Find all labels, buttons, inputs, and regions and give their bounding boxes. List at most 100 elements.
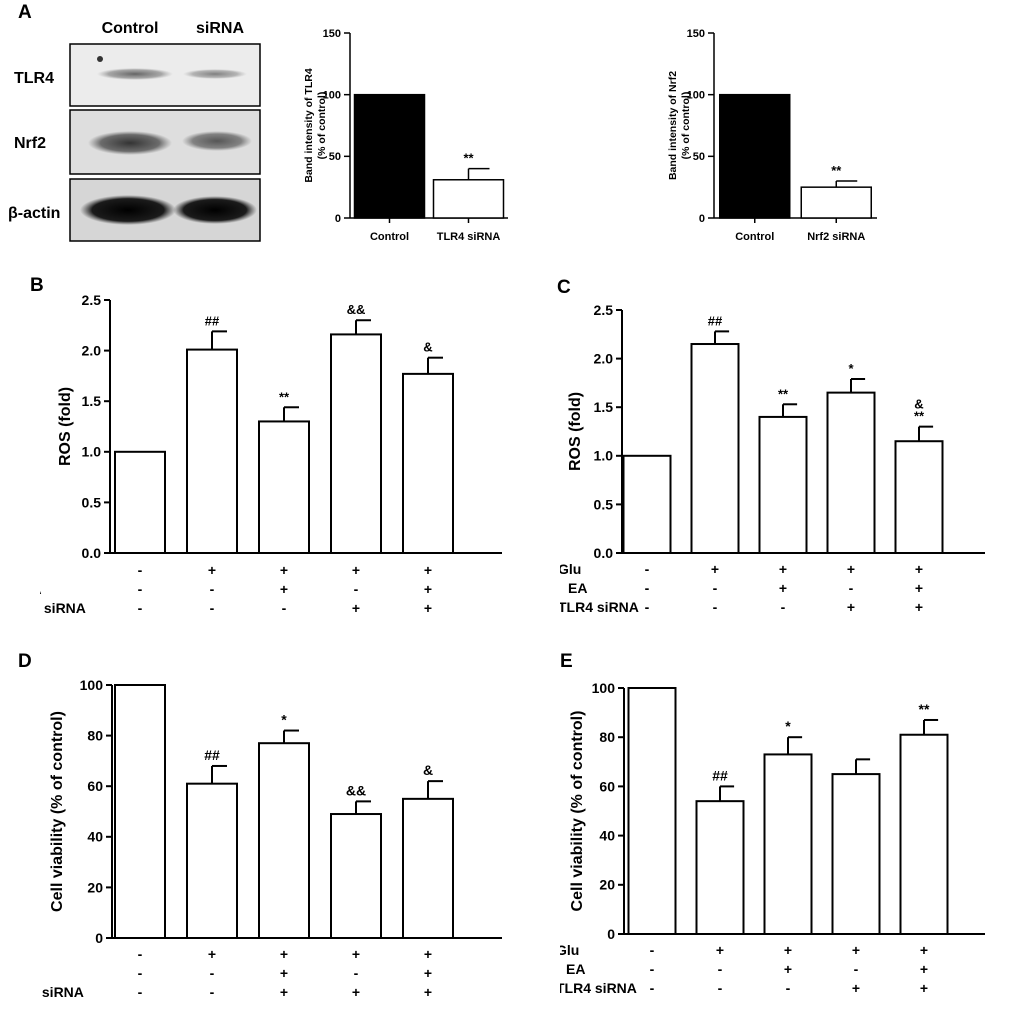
bar — [831, 773, 881, 935]
significance-label: ## — [708, 313, 723, 328]
treatment-sign: + — [784, 961, 792, 977]
treatment-sign: - — [138, 984, 143, 1000]
x-tick-label: Control — [735, 231, 774, 243]
y-tick-label: 150 — [323, 28, 341, 40]
treatment-sign: + — [280, 984, 288, 1000]
treatment-sign: + — [208, 562, 216, 578]
y-tick-label: 60 — [599, 778, 615, 794]
treatment-sign: - — [854, 961, 859, 977]
x-tick-label: Control — [370, 231, 409, 243]
bar — [690, 343, 740, 554]
treatment-sign: - — [713, 599, 718, 615]
treatment-label: EA — [568, 580, 587, 596]
blot-row-actin: β-actin — [8, 205, 60, 222]
band-tlr4-control — [97, 68, 173, 80]
y-tick-label: 0 — [607, 926, 615, 942]
treatment-sign: + — [352, 984, 360, 1000]
treatment-sign: + — [424, 984, 432, 1000]
blot-col-control: Control — [102, 20, 159, 37]
treatment-label: TLR4 siRNA — [560, 980, 637, 996]
y-tick-label: 50 — [329, 151, 341, 163]
treatment-sign: + — [920, 961, 928, 977]
significance-label: * — [281, 712, 287, 728]
y-axis-label: ROS (fold) — [567, 392, 584, 471]
y-tick-label: 40 — [599, 828, 615, 844]
treatment-sign: + — [920, 942, 928, 958]
y-tick-label: 60 — [87, 778, 103, 794]
y-tick-label: 0 — [95, 930, 103, 946]
treatment-sign: - — [138, 965, 143, 981]
treatment-sign: + — [915, 599, 923, 615]
treatment-sign: + — [915, 580, 923, 596]
significance-label: ** — [279, 389, 290, 404]
bar — [719, 93, 791, 219]
panel-label-a: A — [18, 2, 32, 23]
treatment-sign: + — [716, 942, 724, 958]
band-actin-control — [80, 195, 176, 225]
treatment-sign: - — [786, 980, 791, 996]
y-axis-label: Band intensity of TLR4 — [303, 68, 315, 182]
y-tick-label: 2.5 — [594, 302, 614, 318]
bar — [894, 440, 944, 554]
bar — [432, 179, 505, 219]
y-tick-label: 40 — [87, 829, 103, 845]
y-tick-label: 50 — [693, 151, 705, 163]
treatment-sign: - — [354, 965, 359, 981]
significance-label: & — [423, 340, 432, 355]
bar — [402, 372, 454, 554]
y-tick-label: 0 — [335, 213, 341, 225]
treatment-sign: + — [779, 580, 787, 596]
treatment-sign: - — [650, 942, 655, 958]
blot-row-nrf2: Nrf2 — [14, 135, 46, 152]
y-axis-label-units: (% of control) — [680, 92, 692, 160]
treatment-sign: + — [779, 561, 787, 577]
y-axis-label: Cell viability (% of control) — [49, 711, 66, 912]
bar — [800, 186, 872, 219]
treatment-sign: + — [424, 965, 432, 981]
y-tick-label: 0.0 — [82, 545, 102, 561]
bar — [258, 420, 310, 554]
bar — [330, 333, 382, 554]
y-tick-label: 100 — [323, 90, 341, 102]
treatment-sign: + — [915, 561, 923, 577]
y-axis-label: Cell viability (% of control) — [569, 711, 586, 912]
y-tick-label: 2.0 — [594, 351, 614, 367]
y-tick-label: 1.0 — [594, 448, 614, 464]
y-tick-label: 20 — [599, 877, 615, 893]
y-tick-label: 80 — [599, 729, 615, 745]
y-tick-label: 150 — [687, 28, 705, 40]
treatment-sign: - — [645, 580, 650, 596]
treatment-sign: - — [781, 599, 786, 615]
treatment-label: EA — [40, 581, 41, 597]
treatment-sign: - — [138, 946, 143, 962]
treatment-label: EA — [566, 961, 585, 977]
bar — [114, 450, 166, 554]
treatment-label: TLR4 siRNA — [560, 599, 639, 615]
band-actin-sirna — [173, 196, 257, 224]
treatment-label: Nrf2 siRNA — [40, 984, 84, 1000]
significance-label: && — [347, 302, 366, 317]
treatment-sign: + — [424, 946, 432, 962]
treatment-sign: + — [847, 599, 855, 615]
blot-row-tlr4: TLR4 — [14, 70, 54, 87]
band-tlr4-sirna — [183, 69, 247, 79]
treatment-sign: - — [354, 581, 359, 597]
bar — [899, 733, 949, 935]
bar — [186, 782, 238, 939]
y-tick-label: 0.5 — [82, 494, 102, 510]
treatment-sign: - — [210, 600, 215, 616]
chart-tlr4-band-intensity: 0 50 100 150 Band intensity of TLR4 (% of con… — [303, 28, 508, 243]
treatment-sign: + — [424, 581, 432, 597]
bar — [763, 753, 813, 935]
bar — [258, 742, 310, 939]
significance-label: ## — [712, 767, 728, 783]
treatment-sign: - — [645, 599, 650, 615]
y-tick-label: 0 — [699, 213, 705, 225]
treatment-sign: + — [852, 942, 860, 958]
significance-label: ** — [463, 151, 474, 166]
bar — [758, 415, 808, 554]
treatment-sign: + — [280, 965, 288, 981]
treatment-sign: - — [645, 561, 650, 577]
chart-viability-nrf2: 0 20 40 60 80 100 Cell viability (% of control… — [40, 677, 502, 1000]
treatment-sign: + — [920, 980, 928, 996]
